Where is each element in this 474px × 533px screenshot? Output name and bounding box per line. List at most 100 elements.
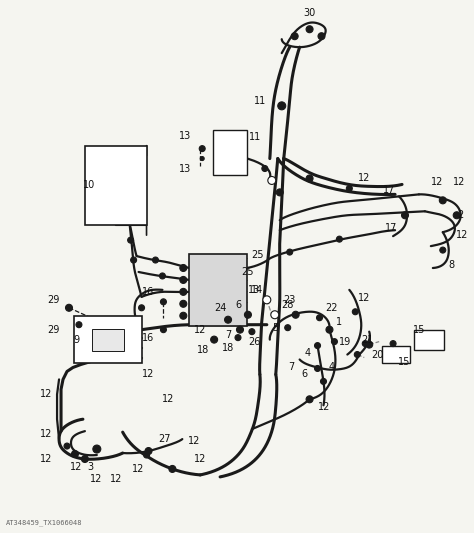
Circle shape	[326, 326, 333, 333]
Circle shape	[401, 212, 409, 219]
Circle shape	[237, 326, 244, 333]
Text: 13: 13	[179, 164, 191, 174]
Bar	[85, 146, 146, 225]
Bar	[213, 130, 247, 175]
Text: 12: 12	[132, 464, 145, 474]
Text: 16: 16	[142, 287, 155, 297]
Circle shape	[271, 311, 279, 319]
Circle shape	[210, 336, 218, 343]
Text: 15: 15	[413, 325, 425, 335]
Text: 12: 12	[90, 474, 102, 484]
Bar	[382, 345, 410, 364]
Text: 12: 12	[109, 474, 122, 484]
Text: 9: 9	[73, 335, 79, 345]
Circle shape	[72, 450, 78, 457]
Circle shape	[439, 197, 446, 204]
Text: 12: 12	[319, 402, 331, 412]
Text: 26: 26	[249, 337, 261, 346]
Circle shape	[352, 309, 358, 315]
Circle shape	[249, 329, 255, 335]
Text: 28: 28	[282, 300, 294, 310]
Text: 1: 1	[337, 317, 342, 327]
Text: 12: 12	[358, 293, 371, 303]
Text: 29: 29	[47, 325, 59, 335]
Circle shape	[225, 316, 231, 323]
Circle shape	[390, 341, 396, 346]
Circle shape	[145, 448, 152, 455]
Circle shape	[306, 175, 313, 182]
Circle shape	[315, 366, 320, 372]
Circle shape	[169, 465, 176, 472]
Text: 7: 7	[289, 362, 295, 373]
Circle shape	[317, 315, 322, 321]
Circle shape	[278, 102, 286, 110]
Text: 25: 25	[252, 250, 264, 260]
Text: 7: 7	[225, 329, 231, 340]
Circle shape	[306, 396, 313, 403]
Text: 13: 13	[248, 285, 260, 295]
Text: 8: 8	[449, 260, 455, 270]
Text: 12: 12	[194, 454, 206, 464]
Circle shape	[346, 185, 352, 191]
Circle shape	[180, 264, 187, 271]
Text: 12: 12	[40, 429, 52, 439]
Text: 12: 12	[70, 462, 82, 472]
Circle shape	[306, 26, 313, 33]
Circle shape	[128, 237, 134, 243]
Text: 16: 16	[142, 333, 155, 343]
Text: 11: 11	[254, 96, 266, 106]
Text: 12: 12	[358, 173, 371, 183]
Text: 20: 20	[371, 350, 383, 360]
Text: 12: 12	[40, 454, 52, 464]
Text: 11: 11	[249, 132, 261, 142]
Text: 13: 13	[179, 131, 191, 141]
Circle shape	[362, 341, 368, 346]
Text: AT348459_TX1066048: AT348459_TX1066048	[6, 519, 83, 526]
Circle shape	[65, 304, 73, 311]
Text: 6: 6	[301, 369, 308, 379]
Circle shape	[268, 176, 276, 184]
Circle shape	[245, 311, 251, 318]
Circle shape	[331, 338, 337, 345]
Text: 3: 3	[88, 462, 94, 472]
Circle shape	[320, 378, 327, 384]
Circle shape	[199, 146, 205, 151]
Text: 27: 27	[158, 434, 171, 444]
Text: 10: 10	[83, 181, 95, 190]
Text: 24: 24	[214, 303, 226, 313]
Circle shape	[93, 445, 101, 453]
Text: 17: 17	[383, 185, 395, 196]
Bar	[414, 330, 444, 350]
Text: 12: 12	[142, 369, 155, 379]
Text: 14: 14	[251, 285, 263, 295]
Circle shape	[138, 305, 145, 311]
Circle shape	[337, 236, 342, 242]
Text: 12: 12	[40, 389, 52, 399]
Circle shape	[161, 299, 166, 305]
Circle shape	[159, 273, 165, 279]
Circle shape	[318, 33, 325, 39]
Circle shape	[262, 166, 268, 172]
Circle shape	[263, 296, 271, 304]
Text: 23: 23	[283, 295, 296, 305]
Text: 22: 22	[325, 303, 337, 313]
Text: 4: 4	[304, 348, 310, 358]
Text: 18: 18	[197, 344, 210, 354]
Circle shape	[276, 189, 283, 196]
Bar	[74, 316, 142, 364]
Circle shape	[366, 341, 373, 348]
Text: 2: 2	[457, 210, 464, 220]
Text: 25: 25	[242, 267, 254, 277]
Circle shape	[180, 288, 187, 295]
Circle shape	[64, 443, 70, 449]
Bar	[189, 254, 247, 326]
Circle shape	[180, 312, 187, 319]
Text: 6: 6	[235, 300, 241, 310]
Circle shape	[180, 277, 187, 284]
Circle shape	[285, 325, 291, 330]
Circle shape	[161, 327, 166, 333]
Text: 12: 12	[453, 177, 465, 188]
Circle shape	[315, 343, 320, 349]
Text: 5: 5	[273, 322, 279, 333]
Text: 12: 12	[194, 325, 206, 335]
